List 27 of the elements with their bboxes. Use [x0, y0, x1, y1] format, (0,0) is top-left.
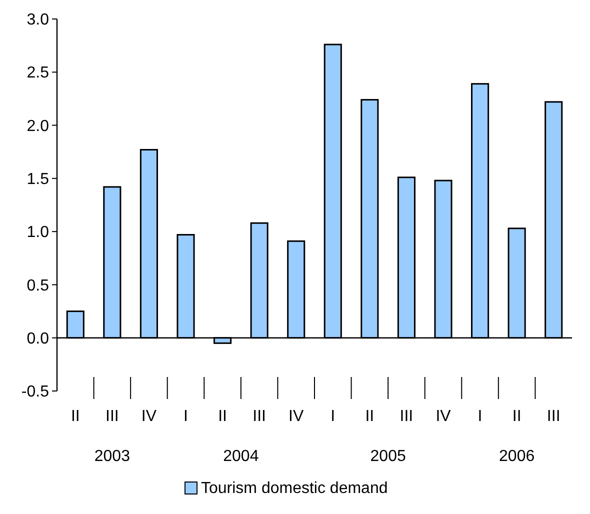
x-tick-label: II	[512, 408, 522, 425]
x-tick-label: III	[252, 408, 266, 425]
y-tick-label: 3.0	[26, 12, 50, 29]
y-tick-label: -0.5	[21, 384, 50, 401]
x-tick-label: I	[330, 408, 336, 425]
y-tick-label: 2.0	[26, 118, 50, 135]
y-tick-label: 0.5	[26, 277, 50, 294]
x-tick-label: I	[478, 408, 482, 425]
text: 2003	[94, 448, 130, 465]
y-tick-label: 0.0	[26, 330, 50, 348]
x-tick-label: III	[400, 408, 414, 425]
legend-label: Tourism domestic demand	[201, 480, 388, 497]
text: 2006	[499, 448, 535, 465]
x-tick-label: I	[184, 408, 188, 425]
y-tick-label: 1.0	[26, 224, 50, 242]
x-tick-label: II	[365, 408, 374, 425]
x-tick-label: III	[106, 408, 119, 425]
text: 2005	[370, 448, 406, 465]
x-tick-label: IV	[436, 408, 452, 425]
y-tick-label: 1.5	[26, 171, 50, 188]
x-tick-label: II	[70, 408, 80, 425]
text: 2004	[223, 448, 259, 465]
x-tick-label: IV	[288, 408, 304, 425]
x-tick-label: III	[546, 408, 560, 425]
x-tick-label: II	[218, 408, 227, 425]
y-tick-label: 2.5	[26, 64, 50, 82]
x-tick-label: IV	[141, 408, 157, 425]
